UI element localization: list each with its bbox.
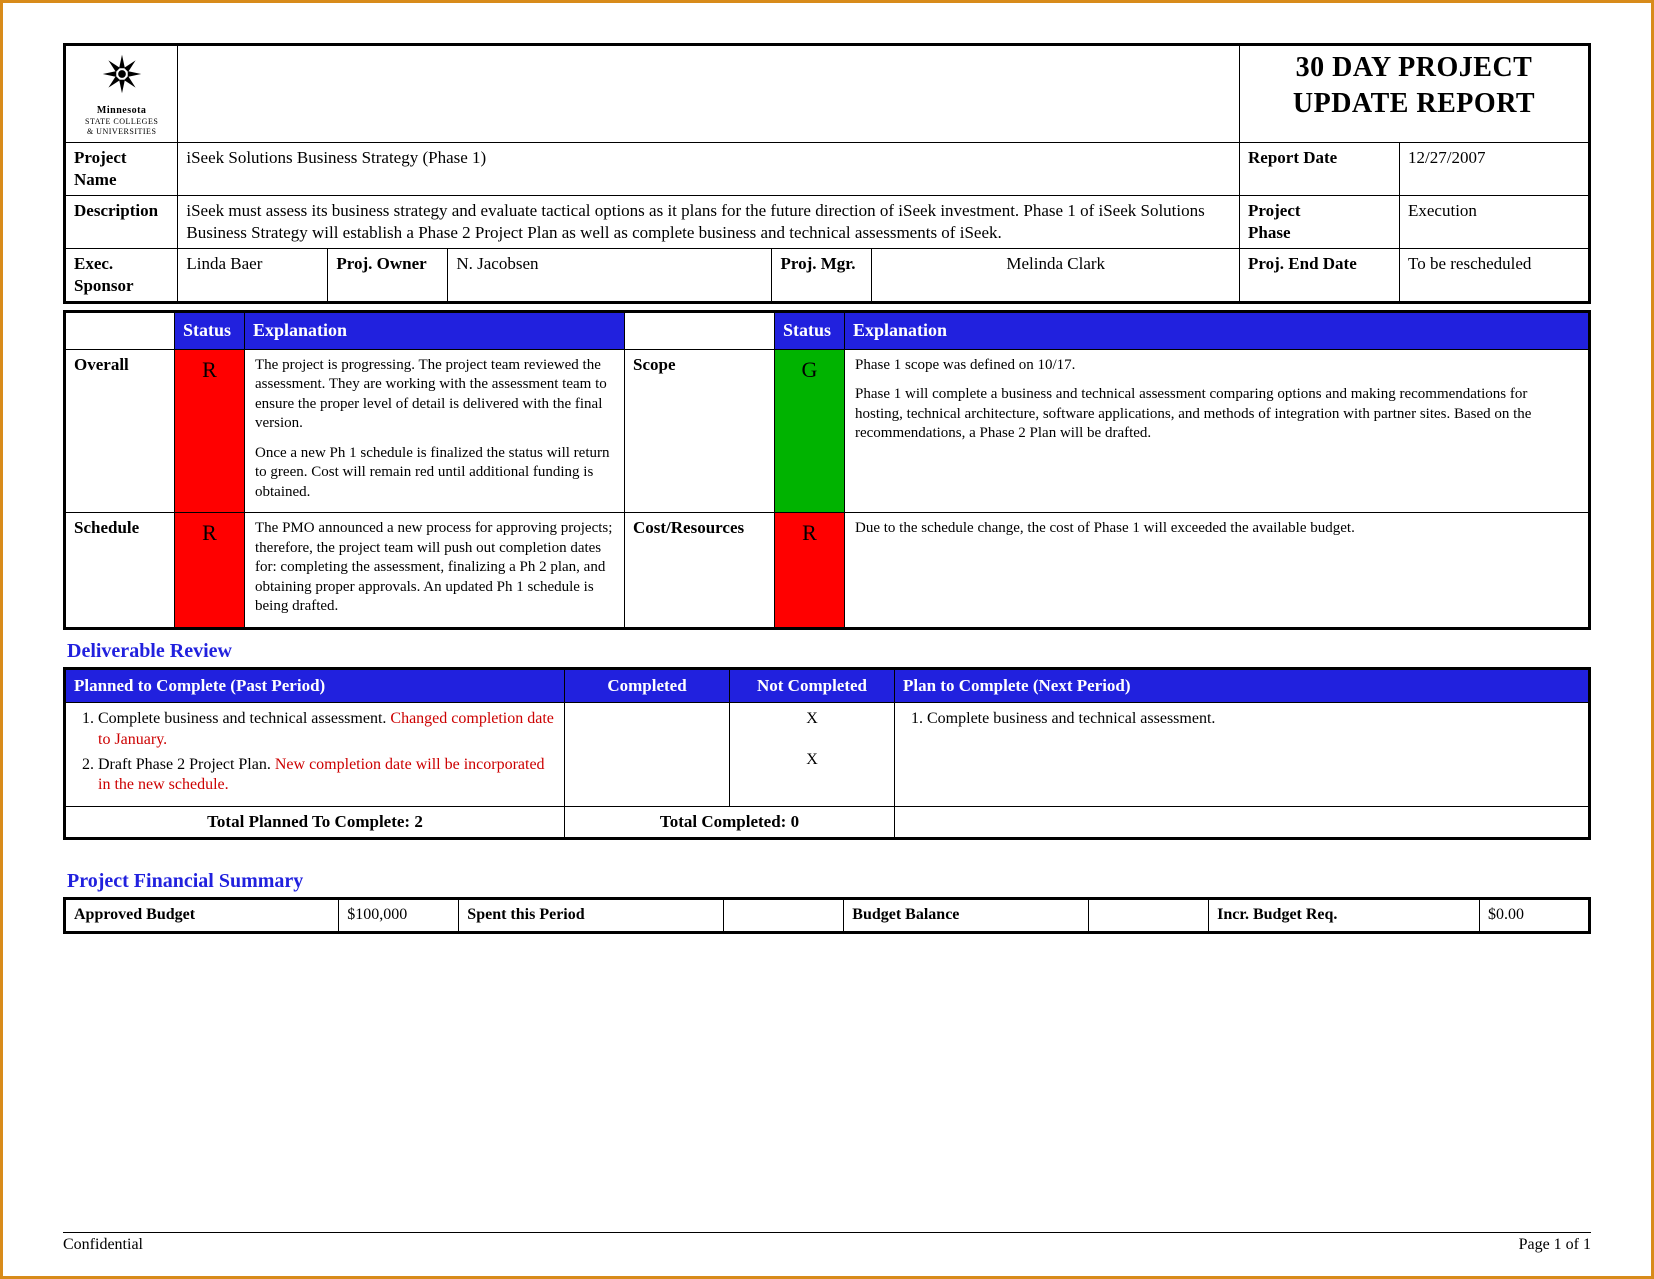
status-category-schedule: Schedule xyxy=(65,513,175,629)
document-content: Minnesota STATE COLLEGES& UNIVERSITIES 3… xyxy=(63,43,1591,934)
project-name-value: iSeek Solutions Business Strategy (Phase… xyxy=(178,142,1240,195)
deliverables-section-title: Deliverable Review xyxy=(67,640,1591,663)
next-list: Complete business and technical assessme… xyxy=(905,709,1578,730)
header-spacer xyxy=(178,45,1240,143)
approved-budget-value: $100,000 xyxy=(339,899,459,933)
spent-value xyxy=(724,899,844,933)
next-period-cell: Complete business and technical assessme… xyxy=(895,702,1590,806)
status-explain-cost: Due to the schedule change, the cost of … xyxy=(845,513,1590,629)
planned-list: Complete business and technical assessme… xyxy=(76,709,554,796)
proj-owner-value: N. Jacobsen xyxy=(448,249,772,303)
org-name: Minnesota xyxy=(74,104,169,117)
cost-p1: Due to the schedule change, the cost of … xyxy=(855,519,1578,539)
total-planned: Total Planned To Complete: 2 xyxy=(65,807,565,839)
deliverables-table: Planned to Complete (Past Period) Comple… xyxy=(63,667,1591,840)
proj-mgr-value: Melinda Clark xyxy=(872,249,1240,303)
status-badge-scope: G xyxy=(775,349,845,513)
not-completed-cell: X X xyxy=(730,702,895,806)
status-row-0: Overall R The project is progressing. Th… xyxy=(65,349,1590,513)
planned-item-0-text: Complete business and technical assessme… xyxy=(98,710,390,727)
schedule-p1: The PMO announced a new process for appr… xyxy=(255,519,614,617)
overall-p1: The project is progressing. The project … xyxy=(255,356,614,434)
status-badge-cost: R xyxy=(775,513,845,629)
status-explain-scope: Phase 1 scope was defined on 10/17. Phas… xyxy=(845,349,1590,513)
scope-p1: Phase 1 scope was defined on 10/17. xyxy=(855,356,1578,376)
footer-right: Page 1 of 1 xyxy=(1519,1236,1591,1254)
not-completed-0: X xyxy=(740,709,884,730)
financial-table: Approved Budget $100,000 Spent this Peri… xyxy=(63,897,1591,934)
not-completed-header: Not Completed xyxy=(730,668,895,702)
planned-header: Planned to Complete (Past Period) xyxy=(65,668,565,702)
planned-item-1: Draft Phase 2 Project Plan. New completi… xyxy=(98,755,554,797)
report-date-value: 12/27/2007 xyxy=(1400,142,1590,195)
planned-item-1-text: Draft Phase 2 Project Plan. xyxy=(98,756,275,773)
spent-label: Spent this Period xyxy=(459,899,724,933)
exec-sponsor-label: Exec. Sponsor xyxy=(65,249,178,303)
org-logo-icon xyxy=(98,50,146,98)
incr-label: Incr. Budget Req. xyxy=(1209,899,1480,933)
logo-cell: Minnesota STATE COLLEGES& UNIVERSITIES xyxy=(65,45,178,143)
status-badge-schedule: R xyxy=(175,513,245,629)
status-category-cost: Cost/Resources xyxy=(625,513,775,629)
status-category-scope: Scope xyxy=(625,349,775,513)
overall-p2: Once a new Ph 1 schedule is finalized th… xyxy=(255,444,614,503)
total-completed: Total Completed: 0 xyxy=(565,807,895,839)
project-name-label: Project Name xyxy=(65,142,178,195)
scope-p2: Phase 1 will complete a business and tec… xyxy=(855,385,1578,444)
status-header-status-1: Status xyxy=(175,312,245,349)
status-explain-overall: The project is progressing. The project … xyxy=(245,349,625,513)
financial-section-title: Project Financial Summary xyxy=(67,870,1591,893)
completed-header: Completed xyxy=(565,668,730,702)
project-phase-value: Execution xyxy=(1400,196,1590,249)
status-header-blank-2 xyxy=(625,312,775,349)
incr-value: $0.00 xyxy=(1480,899,1590,933)
status-row-1: Schedule R The PMO announced a new proce… xyxy=(65,513,1590,629)
status-header-row: Status Explanation Status Explanation xyxy=(65,312,1590,349)
plan-next-header: Plan to Complete (Next Period) xyxy=(895,668,1590,702)
report-title: 30 DAY PROJECT UPDATE REPORT xyxy=(1240,45,1590,143)
description-label: Description xyxy=(65,196,178,249)
balance-label: Budget Balance xyxy=(844,899,1089,933)
status-header-blank xyxy=(65,312,175,349)
proj-owner-label: Proj. Owner xyxy=(328,249,448,303)
report-date-label: Report Date xyxy=(1240,142,1400,195)
exec-sponsor-value: Linda Baer xyxy=(178,249,328,303)
status-category-overall: Overall xyxy=(65,349,175,513)
not-completed-1: X xyxy=(740,750,884,771)
total-blank xyxy=(895,807,1590,839)
status-table: Status Explanation Status Explanation Ov… xyxy=(63,310,1591,629)
deliverables-body-row: Complete business and technical assessme… xyxy=(65,702,1590,806)
approved-budget-label: Approved Budget xyxy=(65,899,339,933)
planned-item-0: Complete business and technical assessme… xyxy=(98,709,554,751)
deliverables-header-row: Planned to Complete (Past Period) Comple… xyxy=(65,668,1590,702)
status-header-status-2: Status xyxy=(775,312,845,349)
title-line2: UPDATE REPORT xyxy=(1293,88,1535,119)
balance-value xyxy=(1089,899,1209,933)
header-table: Minnesota STATE COLLEGES& UNIVERSITIES 3… xyxy=(63,43,1591,304)
status-header-explain-1: Explanation xyxy=(245,312,625,349)
document-frame: Minnesota STATE COLLEGES& UNIVERSITIES 3… xyxy=(0,0,1654,1279)
status-header-explain-2: Explanation xyxy=(845,312,1590,349)
deliverables-totals-row: Total Planned To Complete: 2 Total Compl… xyxy=(65,807,1590,839)
proj-end-date-value: To be rescheduled xyxy=(1400,249,1590,303)
org-subtitle: STATE COLLEGES& UNIVERSITIES xyxy=(74,117,169,138)
planned-items-cell: Complete business and technical assessme… xyxy=(65,702,565,806)
project-phase-label: ProjectPhase xyxy=(1240,196,1400,249)
completed-cell xyxy=(565,702,730,806)
proj-end-date-label: Proj. End Date xyxy=(1240,249,1400,303)
title-line1: 30 DAY PROJECT xyxy=(1296,52,1533,83)
status-explain-schedule: The PMO announced a new process for appr… xyxy=(245,513,625,629)
description-value: iSeek must assess its business strategy … xyxy=(178,196,1240,249)
status-badge-overall: R xyxy=(175,349,245,513)
proj-mgr-label: Proj. Mgr. xyxy=(772,249,872,303)
page-footer: Confidential Page 1 of 1 xyxy=(63,1232,1591,1254)
next-item-0: Complete business and technical assessme… xyxy=(927,709,1578,730)
footer-left: Confidential xyxy=(63,1236,143,1254)
